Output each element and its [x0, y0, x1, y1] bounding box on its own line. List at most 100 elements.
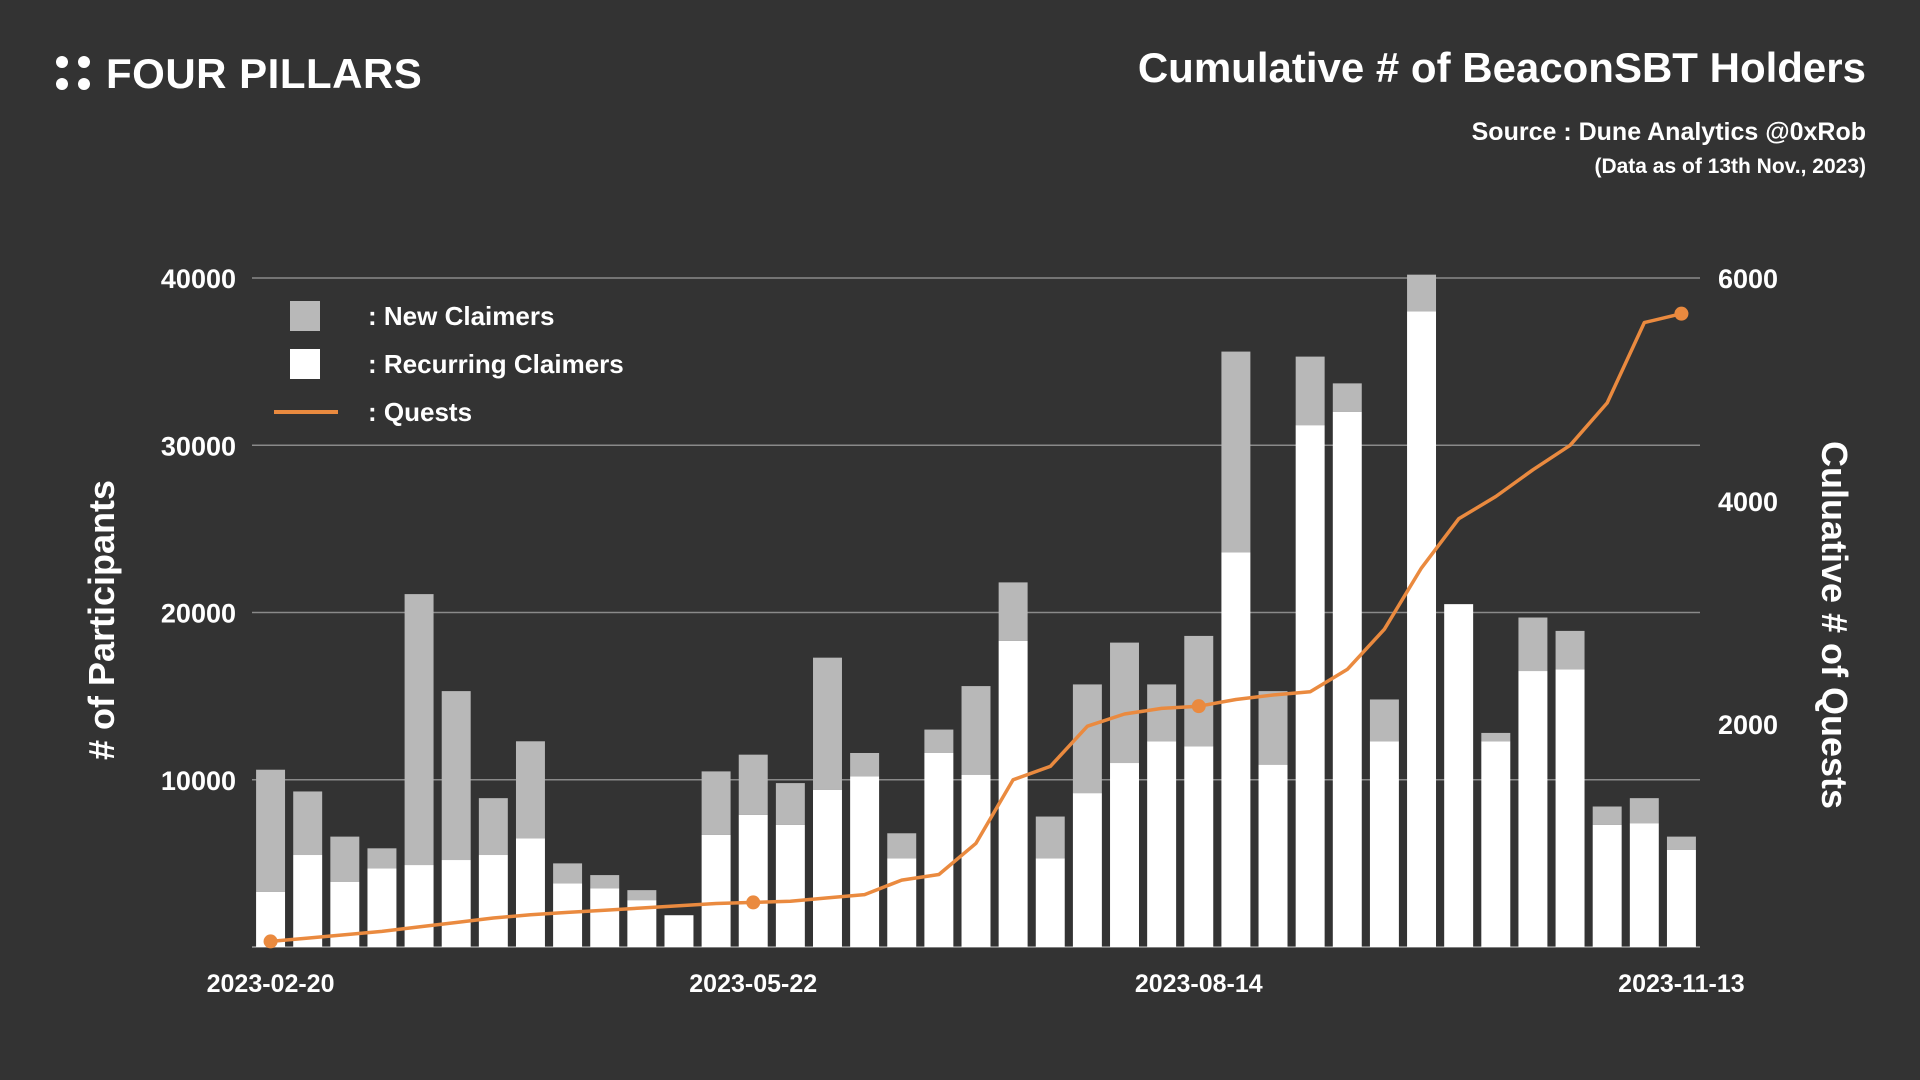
- bar-new-claimers: [1407, 274, 1437, 312]
- y2-axis-title: Culuative # of Quests: [1814, 441, 1855, 809]
- x-tick-label: 2023-05-22: [689, 970, 817, 998]
- bar-recurring-claimers: [1629, 823, 1659, 947]
- bar-recurring-claimers: [1407, 311, 1437, 947]
- bar-new-claimers: [850, 752, 880, 777]
- bar-recurring-claimers: [1555, 669, 1585, 947]
- bar-new-claimers: [924, 729, 954, 753]
- y2-tick-label: 6000: [1718, 264, 1778, 294]
- bar-recurring-claimers: [367, 868, 397, 947]
- brand-name: FOUR PILLARS: [106, 50, 423, 97]
- bar-new-claimers: [701, 771, 731, 835]
- bar-recurring-claimers: [515, 838, 545, 947]
- bar-recurring-claimers: [553, 883, 583, 947]
- bar-recurring-claimers: [1035, 858, 1065, 947]
- bar-recurring-claimers: [1444, 604, 1474, 947]
- bar-recurring-claimers: [1592, 824, 1622, 947]
- bar-new-claimers: [1035, 816, 1065, 859]
- bar-new-claimers: [813, 657, 842, 790]
- bar-new-claimers: [1481, 732, 1511, 742]
- bar-new-claimers: [1110, 642, 1139, 764]
- legend-label: : Quests: [368, 397, 472, 427]
- brand-logo: FOUR PILLARS: [56, 50, 422, 98]
- bar-new-claimers: [1555, 630, 1585, 670]
- bar-new-claimers: [1518, 617, 1548, 672]
- bar-new-claimers: [1295, 356, 1325, 426]
- bar-recurring-claimers: [1258, 764, 1288, 947]
- bar-recurring-claimers: [1147, 741, 1177, 947]
- bar-new-claimers: [1592, 806, 1622, 825]
- bar-recurring-claimers: [664, 915, 694, 947]
- bar-recurring-claimers: [701, 834, 731, 947]
- bar-recurring-claimers: [1518, 671, 1548, 947]
- bar-recurring-claimers: [590, 888, 620, 947]
- bar-new-claimers: [330, 836, 360, 882]
- y-tick-label: 30000: [161, 431, 236, 461]
- bar-new-claimers: [1258, 691, 1288, 765]
- legend-label: : Recurring Claimers: [368, 349, 624, 379]
- bar-recurring-claimers: [441, 860, 471, 947]
- bar-recurring-claimers: [887, 858, 917, 947]
- bar-new-claimers: [1147, 684, 1177, 742]
- bar-new-claimers: [1629, 798, 1659, 824]
- y2-tick-label: 2000: [1718, 710, 1778, 740]
- bar-recurring-claimers: [924, 752, 954, 947]
- data-as-of-note: (Data as of 13th Nov., 2023): [1594, 155, 1866, 178]
- bar-new-claimers: [1666, 836, 1696, 850]
- bar-recurring-claimers: [1110, 763, 1139, 947]
- bar-recurring-claimers: [738, 814, 768, 947]
- bar-new-claimers: [998, 582, 1028, 641]
- y2-tick-label: 4000: [1718, 487, 1778, 517]
- bar-new-claimers: [961, 686, 991, 775]
- bar-recurring-claimers: [293, 855, 323, 947]
- bar-new-claimers: [1221, 351, 1251, 553]
- quests-marker: [746, 895, 761, 910]
- bar-recurring-claimers: [1369, 741, 1399, 947]
- quests-marker: [263, 934, 278, 949]
- bar-recurring-claimers: [1666, 849, 1696, 947]
- bar-recurring-claimers: [1184, 746, 1214, 947]
- bar-new-claimers: [1184, 635, 1214, 747]
- white-square-icon: [290, 349, 320, 379]
- bar-recurring-claimers: [478, 855, 508, 947]
- gray-square-icon: [290, 301, 320, 331]
- x-tick-label: 2023-02-20: [207, 970, 335, 998]
- bar-recurring-claimers: [775, 824, 805, 947]
- bar-new-claimers: [256, 769, 286, 892]
- bar-recurring-claimers: [850, 776, 880, 947]
- bar-new-claimers: [775, 783, 805, 825]
- y-tick-label: 10000: [161, 766, 236, 796]
- bar-new-claimers: [887, 833, 917, 859]
- bar-recurring-claimers: [1072, 793, 1102, 947]
- quests-marker: [1191, 699, 1206, 714]
- bar-new-claimers: [738, 754, 768, 815]
- bar-recurring-claimers: [1481, 741, 1511, 947]
- y-tick-label: 20000: [161, 599, 236, 629]
- bar-recurring-claimers: [404, 865, 434, 947]
- y-tick-label: 40000: [161, 264, 236, 294]
- bar-new-claimers: [441, 691, 471, 861]
- four-dots-icon: [56, 56, 92, 92]
- bar-new-claimers: [404, 594, 434, 866]
- bar-new-claimers: [478, 798, 508, 856]
- bar-new-claimers: [1369, 699, 1399, 742]
- bar-new-claimers: [515, 741, 545, 839]
- legend-label: : New Claimers: [368, 301, 554, 331]
- bar-recurring-claimers: [1332, 411, 1362, 947]
- quests-marker: [1674, 306, 1689, 321]
- bar-recurring-claimers: [813, 789, 842, 947]
- bar-new-claimers: [1332, 383, 1362, 412]
- chart-title: Cumulative # of BeaconSBT Holders: [1137, 44, 1866, 91]
- quests-line: [270, 311, 1682, 944]
- bar-recurring-claimers: [1221, 552, 1251, 947]
- bar-recurring-claimers: [961, 774, 991, 947]
- bar-new-claimers: [627, 890, 657, 901]
- bar-new-claimers: [590, 875, 620, 889]
- bar-new-claimers: [553, 863, 583, 884]
- x-tick-label: 2023-08-14: [1135, 970, 1263, 998]
- bar-new-claimers: [293, 791, 323, 856]
- bar-new-claimers: [367, 848, 397, 869]
- source-note: Source : Dune Analytics @0xRob: [1471, 118, 1866, 146]
- x-tick-label: 2023-11-13: [1618, 970, 1745, 998]
- y-axis-title: # of Participants: [81, 480, 122, 760]
